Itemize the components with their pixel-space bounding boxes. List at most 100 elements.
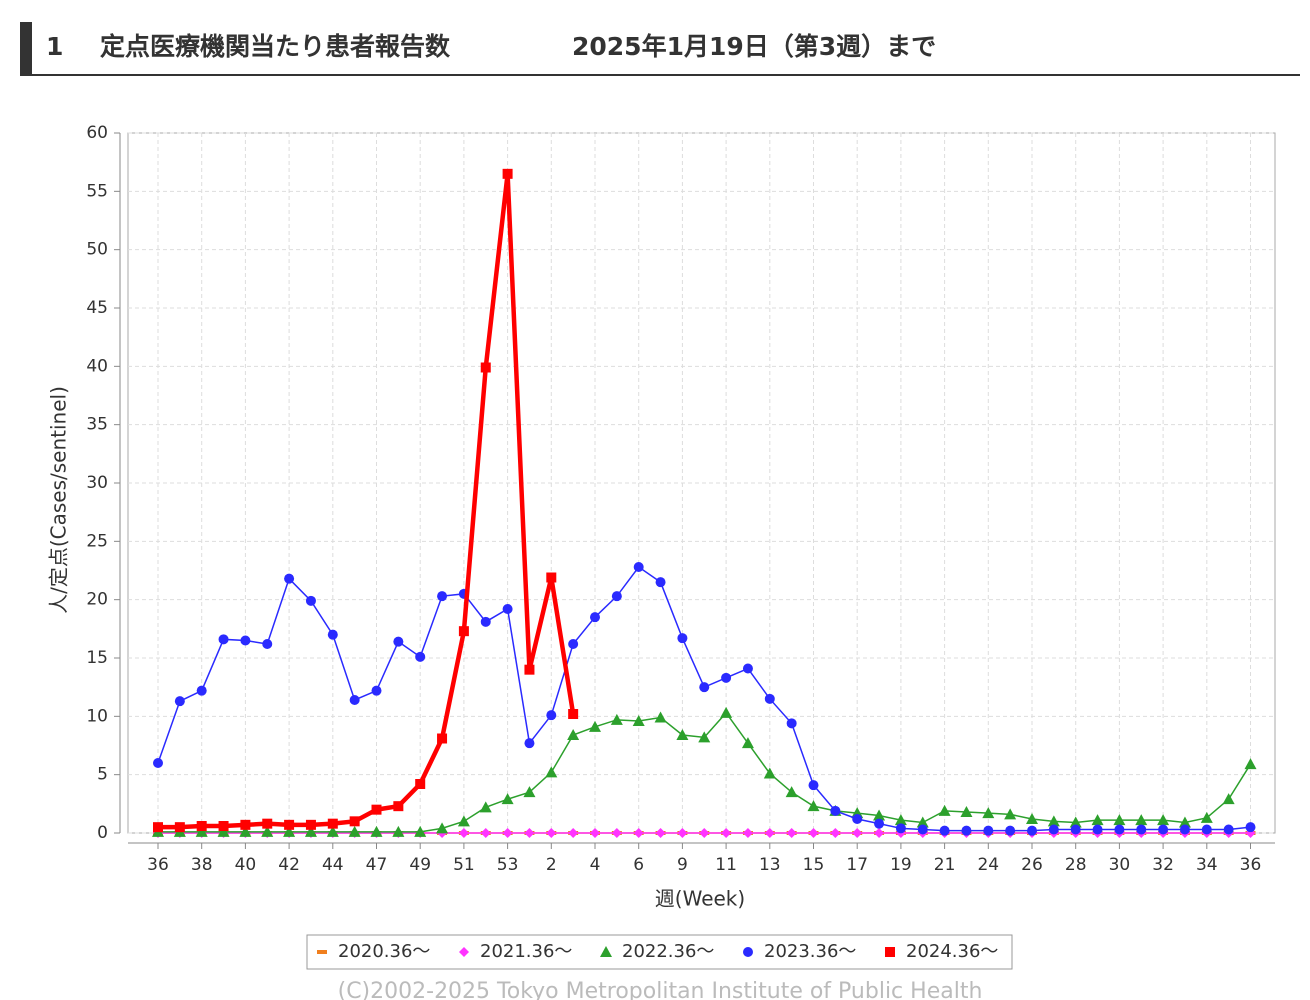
data-point bbox=[960, 806, 973, 817]
x-tick-label: 2 bbox=[546, 855, 557, 875]
legend-marker bbox=[743, 947, 753, 957]
y-tick-label: 15 bbox=[86, 648, 108, 668]
y-tick-label: 0 bbox=[97, 823, 108, 843]
data-point bbox=[808, 780, 819, 791]
data-point bbox=[240, 819, 251, 830]
data-point bbox=[939, 825, 950, 836]
x-tick-label: 4 bbox=[590, 855, 601, 875]
x-tick-label: 30 bbox=[1109, 855, 1131, 875]
data-point bbox=[698, 731, 711, 743]
x-tick-label: 32 bbox=[1152, 855, 1174, 875]
legend-label: 2020.36～ bbox=[338, 941, 430, 962]
data-point bbox=[721, 672, 732, 683]
header-bar bbox=[20, 22, 32, 75]
y-tick-label: 55 bbox=[86, 181, 108, 201]
data-point bbox=[1113, 814, 1126, 826]
data-point bbox=[1178, 816, 1191, 828]
x-tick-label: 49 bbox=[409, 855, 431, 875]
data-point bbox=[894, 814, 907, 826]
y-axis-label: 人/定点(Cases/sentinel) bbox=[47, 386, 71, 614]
data-point bbox=[239, 825, 252, 837]
data-point bbox=[807, 800, 820, 812]
data-point bbox=[1135, 814, 1148, 826]
data-point bbox=[610, 713, 623, 725]
data-point bbox=[655, 828, 666, 838]
y-tick-label: 10 bbox=[86, 706, 108, 726]
data-point bbox=[611, 591, 622, 602]
data-point bbox=[326, 825, 339, 837]
data-point bbox=[1004, 808, 1017, 820]
data-point bbox=[153, 758, 163, 768]
data-point bbox=[196, 685, 207, 696]
data-point bbox=[524, 828, 535, 838]
data-point bbox=[983, 825, 994, 836]
legend-marker bbox=[317, 950, 327, 954]
data-point bbox=[1200, 811, 1213, 823]
data-point bbox=[349, 695, 360, 705]
data-point bbox=[611, 828, 622, 838]
legend-marker bbox=[885, 947, 895, 957]
x-tick-label: 15 bbox=[803, 855, 825, 875]
data-point bbox=[546, 572, 557, 583]
data-point bbox=[153, 822, 163, 833]
data-point bbox=[677, 828, 688, 838]
data-point bbox=[676, 729, 689, 740]
data-point bbox=[502, 828, 513, 838]
data-point bbox=[261, 825, 274, 837]
data-point bbox=[1005, 825, 1016, 836]
data-point bbox=[1047, 815, 1060, 827]
header-title: 定点医療機関当たり患者報告数 bbox=[100, 32, 451, 61]
data-point bbox=[349, 816, 360, 827]
data-point bbox=[699, 682, 710, 693]
legend-marker bbox=[459, 947, 469, 957]
x-tick-label: 47 bbox=[366, 855, 388, 875]
data-point bbox=[633, 828, 644, 838]
x-tick-label: 53 bbox=[497, 855, 519, 875]
x-tick-label: 36 bbox=[1240, 855, 1262, 875]
data-point bbox=[938, 804, 951, 816]
data-point bbox=[808, 828, 819, 838]
data-point bbox=[393, 636, 404, 647]
data-point bbox=[830, 805, 841, 816]
x-tick-label: 44 bbox=[322, 855, 344, 875]
footer: (C)2002-2025 Tokyo Metropolitan Institut… bbox=[338, 979, 983, 1000]
data-point bbox=[348, 825, 361, 837]
x-tick-label: 13 bbox=[759, 855, 781, 875]
data-point bbox=[304, 825, 317, 837]
y-tick-label: 25 bbox=[86, 531, 108, 551]
y-tick-label: 45 bbox=[86, 298, 108, 318]
x-tick-label: 11 bbox=[715, 855, 737, 875]
data-point bbox=[371, 804, 382, 815]
legend-label: 2024.36～ bbox=[906, 941, 998, 962]
data-point bbox=[327, 818, 338, 829]
data-point bbox=[568, 639, 579, 649]
data-point bbox=[1069, 816, 1082, 828]
data-point bbox=[480, 616, 491, 627]
x-tick-label: 19 bbox=[890, 855, 912, 875]
data-point bbox=[174, 696, 185, 707]
legend-label: 2023.36～ bbox=[764, 941, 856, 962]
legend-marker bbox=[600, 946, 612, 957]
data-point bbox=[370, 825, 383, 837]
data-point bbox=[436, 822, 449, 834]
data-point bbox=[284, 819, 295, 830]
data-point bbox=[1222, 793, 1235, 805]
x-tick-label: 9 bbox=[677, 855, 688, 875]
data-point bbox=[677, 633, 688, 644]
data-point bbox=[217, 825, 230, 837]
data-point bbox=[1091, 814, 1104, 826]
data-point bbox=[1157, 814, 1170, 826]
y-tick-label: 20 bbox=[86, 590, 108, 610]
data-point bbox=[786, 828, 797, 838]
data-point bbox=[546, 710, 557, 721]
data-point bbox=[1245, 822, 1256, 833]
data-point bbox=[852, 828, 863, 838]
data-point bbox=[916, 816, 929, 828]
x-tick-label: 38 bbox=[191, 855, 213, 875]
data-point bbox=[590, 612, 600, 623]
data-point bbox=[568, 709, 579, 719]
data-point bbox=[961, 825, 972, 836]
data-point bbox=[415, 779, 426, 789]
